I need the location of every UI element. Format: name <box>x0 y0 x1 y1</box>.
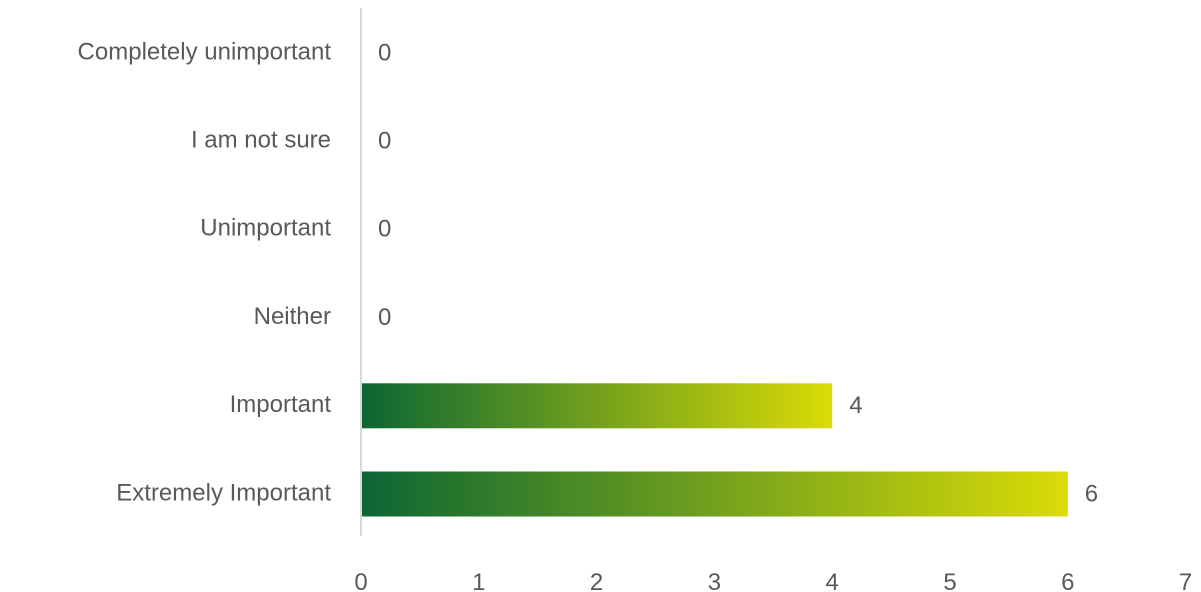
data-label: 6 <box>1085 480 1098 507</box>
data-label: 0 <box>378 216 391 243</box>
x-tick-label: 0 <box>354 569 367 592</box>
category-label: Important <box>230 391 332 418</box>
bar <box>361 471 1068 517</box>
x-tick-label: 3 <box>708 569 721 592</box>
x-tick-label: 5 <box>943 569 956 592</box>
data-label: 0 <box>378 128 391 155</box>
data-label: 4 <box>849 392 862 419</box>
category-label: Completely unimportant <box>78 38 332 65</box>
x-tick-label: 6 <box>1061 569 1074 592</box>
data-label: 0 <box>378 304 391 331</box>
category-label: Neither <box>254 303 331 330</box>
x-tick-label: 4 <box>826 569 839 592</box>
category-labels: Completely unimportant I am not sure Unimp… <box>78 38 332 506</box>
x-tick-label: 1 <box>472 569 485 592</box>
data-label: 0 <box>378 39 391 66</box>
x-tick-label: 7 <box>1179 569 1192 592</box>
category-label: Extremely Important <box>116 479 331 506</box>
x-axis-tick-labels: 0 1 2 3 4 5 6 7 <box>354 569 1192 592</box>
bar <box>361 383 833 429</box>
bars-group <box>361 383 1068 517</box>
category-label: Unimportant <box>200 215 331 242</box>
category-label: I am not sure <box>191 127 331 154</box>
data-labels: 0 0 0 0 4 6 <box>378 39 1098 507</box>
x-tick-label: 2 <box>590 569 603 592</box>
